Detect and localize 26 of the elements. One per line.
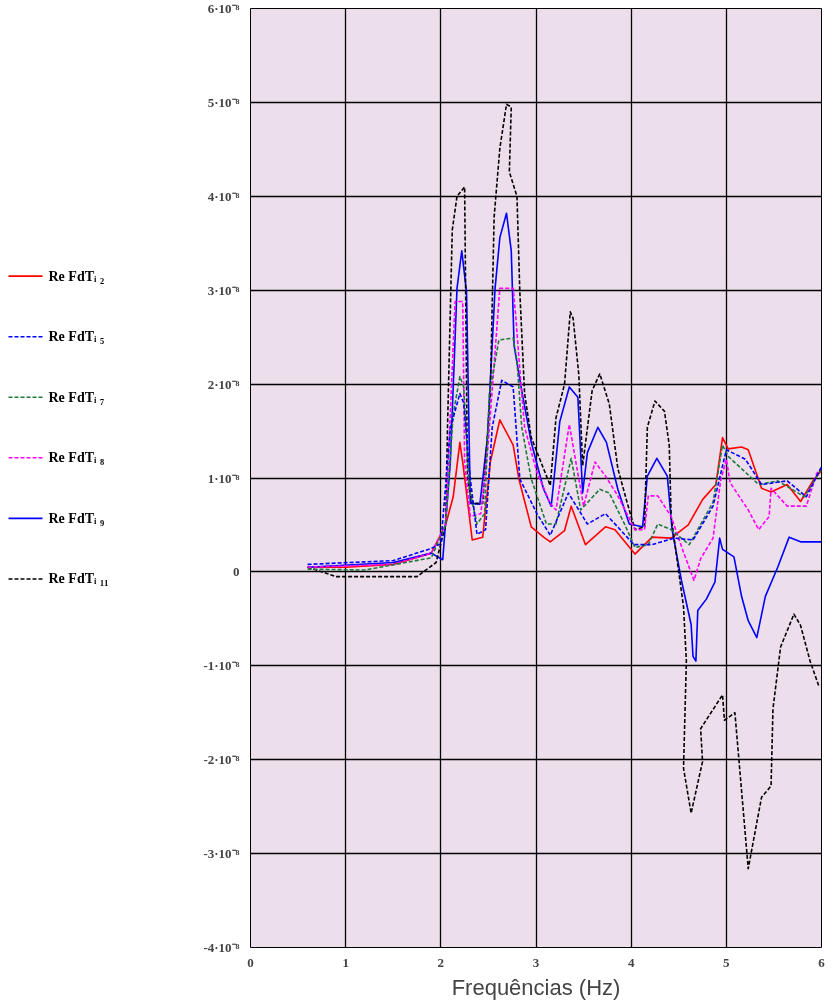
x-tick-label: 3 bbox=[532, 954, 540, 970]
y-tick-label: 2·10⁻⁸ bbox=[207, 376, 240, 392]
legend-label: Re FdTᵢ ₂ bbox=[48, 268, 105, 284]
y-tick-label: 5·10⁻⁸ bbox=[207, 94, 240, 110]
legend-label: Re FdTᵢ ₇ bbox=[48, 389, 105, 405]
y-tick-label: 6·10⁻⁸ bbox=[207, 1, 240, 16]
x-tick-label: 4 bbox=[627, 954, 635, 970]
legend-label: Re FdTᵢ ₁₁ bbox=[48, 571, 109, 587]
legend-label: Re FdTᵢ ₉ bbox=[48, 510, 105, 526]
y-tick-label: -2·10⁻⁸ bbox=[203, 752, 240, 768]
x-tick-label: 1 bbox=[342, 954, 349, 970]
line-series bbox=[306, 337, 822, 571]
x-tick-label: 2 bbox=[437, 954, 445, 970]
legend-label: Re FdTᵢ ₈ bbox=[48, 450, 105, 466]
legend-label: Re FdTᵢ ₅ bbox=[48, 329, 105, 345]
y-tick-label: 3·10⁻⁸ bbox=[207, 282, 240, 298]
y-tick-label: 1·10⁻⁸ bbox=[207, 470, 240, 486]
y-tick-label: -1·10⁻⁸ bbox=[203, 658, 240, 674]
y-tick-label: -4·10⁻⁸ bbox=[203, 940, 240, 955]
x-tick-label: 6 bbox=[818, 954, 826, 970]
y-tick-label: -3·10⁻⁸ bbox=[203, 846, 240, 862]
x-tick-label: 0 bbox=[247, 954, 254, 970]
y-tick-label: 4·10⁻⁸ bbox=[207, 188, 240, 204]
y-tick-label: 0 bbox=[233, 564, 240, 580]
x-axis-title: Frequências (Hz) bbox=[451, 974, 621, 1000]
x-tick-label: 5 bbox=[723, 954, 731, 970]
